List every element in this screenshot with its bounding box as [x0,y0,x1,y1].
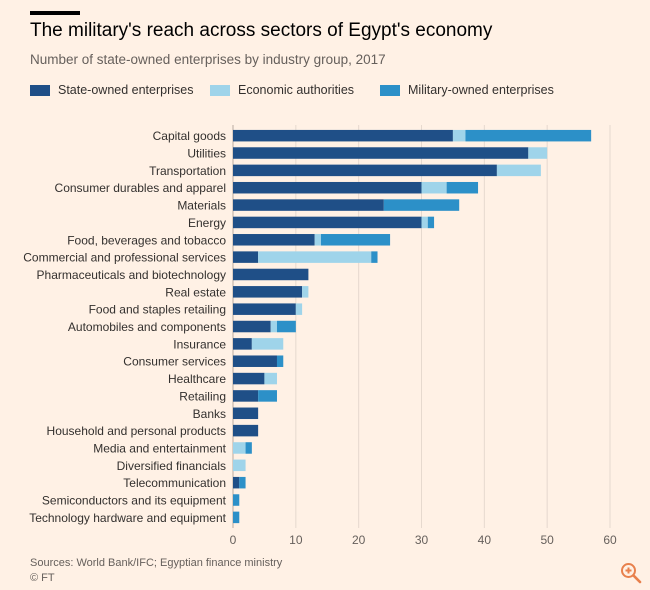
bar-segment [233,164,497,177]
legend-swatch-military-owned [380,84,400,96]
bar-segment [233,129,453,142]
bar-segment [320,234,391,246]
bar-segment [233,216,422,229]
bar-segment [270,320,277,333]
legend-label-economic-authorities: Economic authorities [238,83,355,97]
x-tick-label: 30 [415,533,429,547]
zoom-in-icon [621,563,642,584]
category-label: Consumer durables and apparel [55,181,226,195]
bar-chart: Capital goods Utilities Transportation Cons… [23,125,617,547]
bar-segment [233,338,252,350]
bar-segment [233,494,240,506]
category-label: Retailing [179,389,226,403]
bar-segment [233,199,384,211]
category-label: Banks [193,407,226,421]
category-label: Diversified financials [117,459,226,473]
legend-item-state-owned: State-owned enterprises [30,83,194,97]
bar-segment [383,199,460,211]
ft-credit: © FT [30,572,55,584]
bar-segment [233,459,246,472]
chart-subtitle: Number of state-owned enterprises by ind… [30,52,386,67]
category-label: Pharmaceuticals and biotechnology [37,268,226,282]
bar-segment [233,372,265,385]
bar-segment [233,181,422,194]
bar-segment [528,147,548,159]
category-label: Commercial and professional services [23,251,226,265]
bar-segment [233,424,259,437]
legend-label-state-owned: State-owned enterprises [58,83,194,97]
category-label: Healthcare [168,372,226,386]
x-tick-label: 10 [289,533,303,547]
x-tick-label: 40 [478,533,492,547]
category-label: Energy [188,216,226,230]
category-label: Insurance [173,337,226,351]
bar-segment [233,407,259,420]
bar-segment [233,147,529,159]
legend-item-military-owned: Military-owned enterprises [380,83,554,97]
bar-segment [258,251,372,263]
bar-segment [465,129,592,142]
bar-segment [233,234,315,246]
category-label: Food and staples retailing [89,303,226,317]
title-rule [30,11,80,15]
bar-segment [233,251,259,263]
x-tick-label: 20 [352,533,366,547]
bar-segment [233,303,296,315]
category-label: Food, beverages and tobacco [67,233,226,247]
bar-segment [314,234,321,246]
category-label: Household and personal products [47,424,226,438]
bar-segment [233,476,240,489]
legend-swatch-economic-authorities [210,84,230,96]
source-note: Sources: World Bank/IFC; Egyptian financ… [30,557,283,569]
category-label: Technology hardware and equipment [29,511,226,525]
zoom-in-button[interactable] [619,561,643,585]
category-label: Consumer services [123,355,226,369]
category-label: Telecommunication [123,476,226,490]
x-tick-label: 50 [540,533,554,547]
bar-segment [251,338,284,350]
legend: State-owned enterprises Economic authori… [30,83,630,101]
bar-segment [276,320,296,333]
bar-segment [233,355,277,367]
bar-segment [233,511,240,524]
bar-segment [233,390,259,402]
bar-segment [239,476,246,489]
bar-segment [421,216,428,229]
bar-segment [245,442,252,454]
category-label: Media and entertainment [93,441,226,455]
bar-segment [233,268,309,281]
bar-segment [276,355,284,367]
bar-segment [295,303,303,315]
chart-title: The military's reach across sectors of E… [30,20,493,41]
bar-segment [371,251,378,263]
bar-segment [302,286,309,298]
bar-segment [233,286,303,298]
bar-segment [258,390,277,402]
bar-segment [264,372,277,385]
bar-segment [233,442,246,454]
x-tick-label: 60 [603,533,617,547]
bar-segment [427,216,435,229]
bar-segment [233,320,271,333]
category-label: Capital goods [153,129,226,143]
category-label: Materials [177,199,226,213]
category-label: Automobiles and components [68,320,226,334]
bar-segment [446,181,479,194]
bar-segment [452,129,466,142]
legend-label-military-owned: Military-owned enterprises [408,83,554,97]
bar-segment [421,181,447,194]
bar-segment [496,164,541,177]
x-tick-label: 0 [230,533,237,547]
category-label: Semiconductors and its equipment [42,494,227,508]
legend-swatch-state-owned [30,84,50,96]
category-label: Transportation [149,164,226,178]
legend-item-economic-authorities: Economic authorities [210,83,354,97]
category-label: Real estate [165,285,226,299]
category-label: Utilities [187,147,226,161]
